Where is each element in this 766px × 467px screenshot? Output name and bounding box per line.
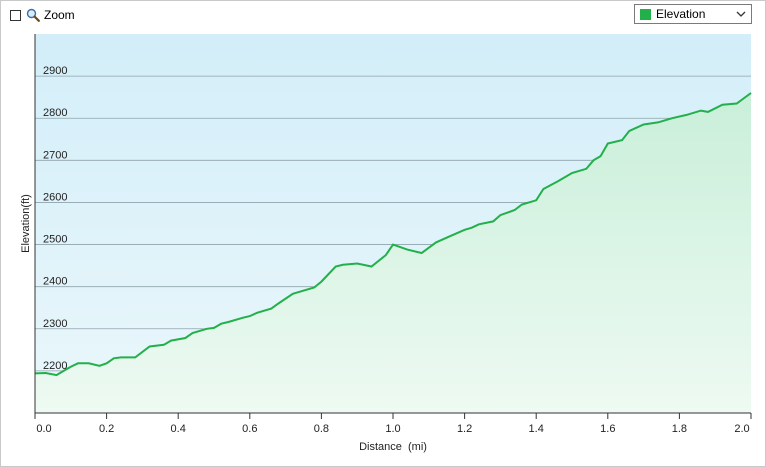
series-select-value: Elevation (656, 7, 706, 21)
y-tick-label: 2300 (43, 318, 67, 330)
y-tick-label: 2900 (43, 65, 67, 77)
zoom-label: Zoom (44, 8, 75, 22)
x-tick-label: 1.4 (529, 423, 544, 435)
y-tick-label: 2700 (43, 149, 67, 161)
x-tick-label: 0.6 (242, 423, 257, 435)
x-tick-label: 1.0 (385, 423, 400, 435)
x-axis-title: Distance (mi) (359, 441, 427, 453)
y-tick-label: 2200 (43, 360, 67, 372)
y-tick-label: 2600 (43, 191, 67, 203)
zoom-checkbox[interactable] (10, 9, 21, 21)
x-axis-ticks: 0.0 0.2 0.4 0.6 0.8 1.0 1.2 1.4 1.6 1.8 2.0 (34, 413, 752, 435)
series-color-swatch (640, 8, 651, 20)
y-axis-title: Elevation(ft) (20, 194, 32, 253)
magnifier-icon (26, 8, 40, 22)
y-tick-label: 2800 (43, 107, 67, 119)
x-tick-label: 0.8 (314, 423, 329, 435)
x-tick-label: 0.4 (171, 423, 186, 435)
toolbar: Zoom Elevation (0, 0, 766, 30)
x-tick-label: 1.8 (672, 423, 687, 435)
chevron-down-icon (736, 11, 746, 17)
elevation-line (34, 92, 752, 377)
x-tick-label: 1.6 (600, 423, 615, 435)
x-tick-label: 2.0 (734, 423, 749, 435)
x-tick-label: 1.2 (457, 423, 472, 435)
y-tick-label: 2400 (43, 276, 67, 288)
x-tick-label: 0.0 (36, 423, 51, 435)
y-axis-ticks: 2200 2300 2400 2500 2600 2700 2800 2900 (43, 65, 67, 372)
series-select[interactable]: Elevation (634, 4, 752, 24)
zoom-control[interactable]: Zoom (10, 6, 75, 24)
y-tick-label: 2500 (43, 234, 67, 246)
x-tick-label: 0.2 (99, 423, 114, 435)
